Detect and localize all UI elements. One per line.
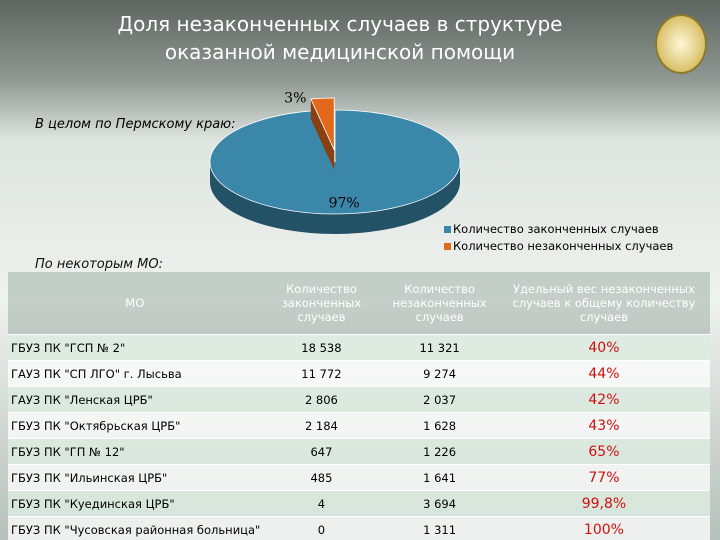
table-cell: 44% xyxy=(497,360,710,387)
legend-label: Количество незаконченных случаев xyxy=(453,239,673,253)
pie-slice xyxy=(209,109,461,215)
table-cell: 2 184 xyxy=(261,412,382,439)
table-cell: 3 694 xyxy=(381,490,498,517)
table-cell: 2 037 xyxy=(381,386,498,413)
table-cell: 1 226 xyxy=(381,438,498,465)
pie-chart: В целом по Пермскому краю: 97% 3% Количест… xyxy=(35,90,673,253)
table-cell: ГБУЗ ПК "Куединская ЦРБ" xyxy=(8,490,262,517)
table-cell: ГАУЗ ПК "Ленская ЦРБ" xyxy=(8,386,262,413)
table-cell: 77% xyxy=(497,464,710,491)
table-row: ГАУЗ ПК "СП ЛГО" г. Лысьва 11 772 9 274 44% xyxy=(8,360,710,387)
table-cell: 99,8% xyxy=(497,490,710,517)
table-cell: ГБУЗ ПК "Октябрьская ЦРБ" xyxy=(8,412,262,439)
column-header: Количество незаконченных случаев xyxy=(381,272,498,335)
legend-label: Количество законченных случаев xyxy=(453,222,659,236)
table-cell: 1 311 xyxy=(381,516,498,540)
table-cell: 11 772 xyxy=(261,360,382,387)
table-cell: ГБУЗ ПК "Чусовская районная больница" xyxy=(8,516,262,540)
table-cell: 100% xyxy=(497,516,710,540)
table-cell: 647 xyxy=(261,438,382,465)
table-cell: 18 538 xyxy=(261,334,382,361)
table-cell: 4 xyxy=(261,490,382,517)
table-cell: 43% xyxy=(497,412,710,439)
pie-slice xyxy=(310,97,335,151)
table-cell: 1 628 xyxy=(381,412,498,439)
column-header: Удельный вес незаконченных случаев к общ… xyxy=(497,272,710,335)
table-cell: ГБУЗ ПК "ГСП № 2" xyxy=(8,334,262,361)
data-label: 97% xyxy=(329,195,360,211)
table-cell: 1 641 xyxy=(381,464,498,491)
legend-swatch xyxy=(444,243,451,250)
column-header: Количество законченных случаев xyxy=(261,272,382,335)
table: МО Количество законченных случаев Количест… xyxy=(8,272,710,540)
table-row: ГАУЗ ПК "Ленская ЦРБ" 2 806 2 037 42% xyxy=(8,386,710,413)
table-row: ГБУЗ ПК "ГСП № 2" 18 538 11 321 40% xyxy=(8,334,710,361)
table-cell: 2 806 xyxy=(261,386,382,413)
table-cell: 9 274 xyxy=(381,360,498,387)
table-cell: 65% xyxy=(497,438,710,465)
table-caption: По некоторым МО: xyxy=(35,257,163,272)
table-row: ГБУЗ ПК "Чусовская районная больница" 0 1 … xyxy=(8,516,710,540)
title: Доля незаконченных случаев в структуре о… xyxy=(117,12,563,64)
table-cell: ГБУЗ ПК "Ильинская ЦРБ" xyxy=(8,464,262,491)
table-cell: 11 321 xyxy=(381,334,498,361)
table-cell: 0 xyxy=(261,516,382,540)
table-row: ГБУЗ ПК "Куединская ЦРБ" 4 3 694 99,8% xyxy=(8,490,710,517)
data-label: 3% xyxy=(284,90,306,106)
table-cell: 485 xyxy=(261,464,382,491)
slice-side xyxy=(310,98,335,171)
chart-subtitle: В целом по Пермскому краю: xyxy=(35,117,236,132)
table-row: ГБУЗ ПК "Октябрьская ЦРБ" 2 184 1 628 43% xyxy=(8,412,710,439)
table-cell: ГБУЗ ПК "ГП № 12" xyxy=(8,438,262,465)
table-row: ГБУЗ ПК "Ильинская ЦРБ" 485 1 641 77% xyxy=(8,464,710,491)
table-cell: 40% xyxy=(497,334,710,361)
column-header: МО xyxy=(8,272,262,335)
legend-swatch xyxy=(444,226,451,233)
table-cell: ГАУЗ ПК "СП ЛГО" г. Лысьва xyxy=(8,360,262,387)
table-cell: 42% xyxy=(497,386,710,413)
table-row: ГБУЗ ПК "ГП № 12" 647 1 226 65% xyxy=(8,438,710,465)
logo xyxy=(655,14,707,74)
